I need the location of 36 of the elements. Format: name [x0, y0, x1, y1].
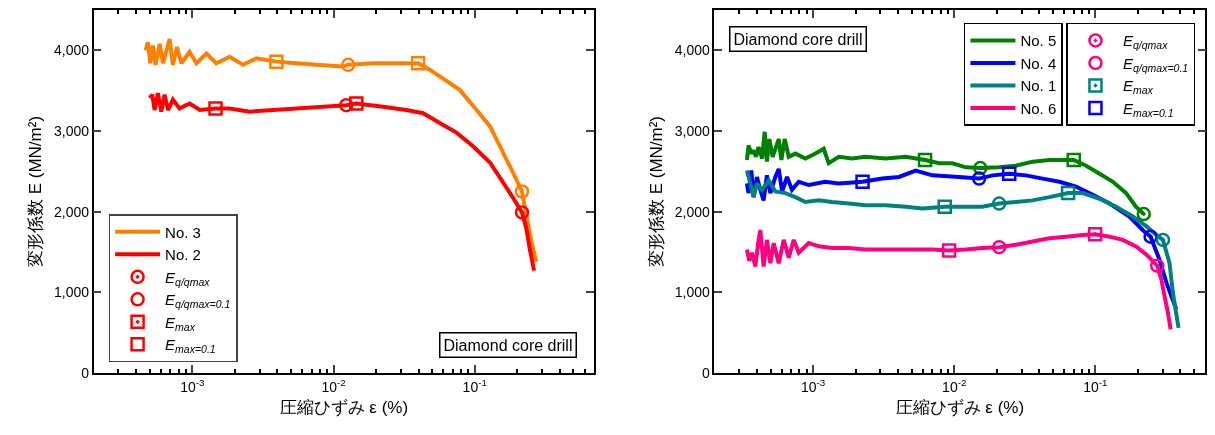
x-tick-label: 10$^{-1}$ [462, 376, 487, 395]
x-tick-label: 10$^{-1}$ [1083, 376, 1108, 395]
annotation: Diamond core drill [443, 336, 573, 354]
y-tick-label: 3,000 [674, 122, 711, 139]
x-tick-label: 10$^{-3}$ [800, 376, 826, 395]
legend-label: No. 2 [165, 246, 201, 264]
legend-label: E$_{max=0.1}$ [1122, 99, 1174, 119]
y-axis-title: 変形係数 E (MN/m²) [26, 115, 46, 268]
y-tick-label: 1,000 [53, 284, 90, 301]
y-tick-label: 3,000 [53, 122, 90, 139]
y-tick-label: 0 [81, 364, 90, 381]
legend-label: E$_{q/qmax}$ [1122, 32, 1169, 52]
x-tick-label: 10$^{-2}$ [942, 376, 967, 395]
y-tick-label: 4,000 [53, 42, 90, 59]
legend-label: No. 4 [1020, 54, 1057, 72]
y-tick-label: 0 [702, 364, 711, 381]
x-tick-label: 10$^{-2}$ [321, 376, 346, 395]
legend-label: No. 5 [1020, 32, 1057, 50]
legend-label: E$_{q/qmax=0.1}$ [1122, 54, 1189, 74]
legend-label: No. 1 [1020, 77, 1057, 95]
x-axis-title: 圧縮ひずみ ε (%) [895, 398, 1025, 418]
x-axis-title: 圧縮ひずみ ε (%) [279, 398, 409, 418]
x-tick-label: 10$^{-3}$ [180, 376, 205, 395]
legend-label: E$_{q/qmax=0.1}$ [165, 291, 231, 311]
y-tick-label: 2,000 [53, 203, 90, 220]
y-tick-label: 1,000 [674, 284, 711, 301]
y-axis-title: 変形係数 E (MN/m²) [646, 115, 666, 268]
y-tick-label: 4,000 [674, 42, 711, 59]
legend-label: No. 6 [1020, 99, 1057, 117]
legend-label: No. 3 [165, 223, 201, 241]
legend-label: E$_{max}$ [1122, 77, 1154, 97]
legend-label: E$_{q/qmax}$ [165, 268, 211, 288]
legend-label: E$_{max}$ [165, 313, 196, 333]
y-tick-label: 2,000 [674, 203, 711, 220]
legend-label: E$_{max=0.1}$ [165, 336, 216, 356]
annotation: Diamond core drill [733, 30, 863, 48]
